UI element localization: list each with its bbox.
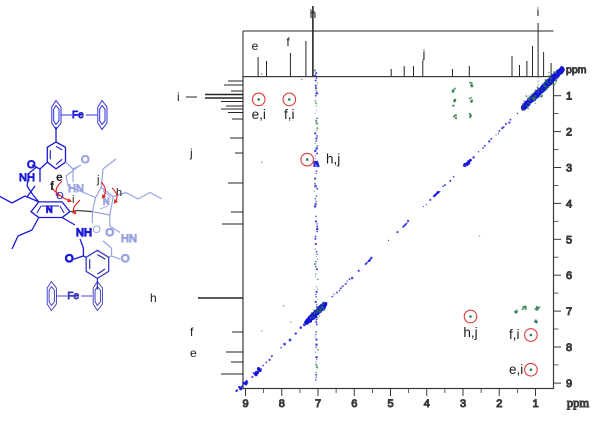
- svg-text:3: 3: [566, 163, 572, 175]
- svg-text:i: i: [537, 5, 540, 19]
- svg-text:f,i: f,i: [284, 107, 295, 122]
- svg-text:f: f: [190, 325, 194, 339]
- svg-text:5: 5: [387, 398, 393, 410]
- svg-text:2: 2: [566, 127, 572, 139]
- svg-text:e: e: [190, 346, 197, 360]
- svg-text:4: 4: [424, 398, 430, 410]
- svg-text:2: 2: [496, 398, 502, 410]
- svg-text:4: 4: [566, 198, 572, 210]
- svg-text:i: i: [177, 90, 180, 104]
- svg-text:h: h: [310, 7, 317, 21]
- svg-text:ppm: ppm: [566, 64, 587, 76]
- svg-text:e: e: [252, 39, 259, 53]
- svg-text:3: 3: [460, 398, 466, 410]
- svg-text:e,i: e,i: [509, 362, 523, 377]
- svg-text:j: j: [189, 146, 193, 160]
- svg-text:8: 8: [566, 342, 572, 354]
- svg-text:7: 7: [566, 306, 572, 318]
- svg-text:5: 5: [566, 234, 572, 246]
- svg-text:h,j: h,j: [326, 152, 340, 167]
- svg-text:e,i: e,i: [252, 107, 266, 122]
- svg-text:9: 9: [242, 398, 248, 410]
- svg-text:ppm: ppm: [567, 396, 590, 410]
- svg-text:6: 6: [566, 270, 572, 282]
- svg-text:6: 6: [351, 398, 357, 410]
- svg-text:h,j: h,j: [463, 325, 477, 340]
- svg-text:f: f: [286, 35, 290, 49]
- svg-text:1: 1: [566, 91, 572, 103]
- svg-text:1: 1: [532, 398, 538, 410]
- svg-text:9: 9: [566, 378, 572, 390]
- svg-text:8: 8: [279, 398, 285, 410]
- svg-text:f,i: f,i: [509, 327, 520, 342]
- svg-text:j: j: [422, 47, 426, 61]
- svg-text:7: 7: [315, 398, 321, 410]
- svg-text:h: h: [150, 291, 157, 305]
